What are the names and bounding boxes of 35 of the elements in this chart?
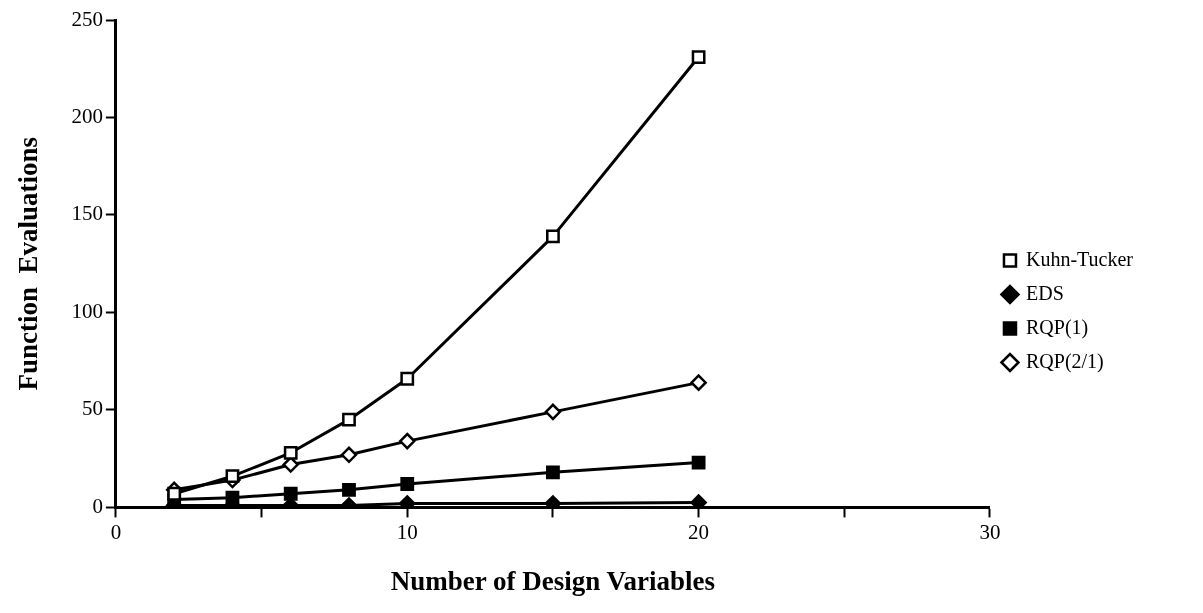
point [690, 494, 707, 508]
legend-label: RQP(1) [1025, 315, 1089, 339]
point [690, 374, 707, 391]
point [283, 445, 298, 460]
x-tick-label: 20 [688, 519, 710, 544]
x-tick-label: 30 [979, 519, 1001, 544]
legend-label: Kuhn-Tucker [1025, 247, 1134, 270]
point [399, 495, 416, 508]
point [400, 477, 415, 491]
point [283, 486, 298, 501]
y-tick-label: 150 [71, 201, 103, 226]
point [340, 446, 358, 464]
point [691, 50, 706, 64]
x-tick-label: 0 [110, 519, 122, 544]
point [691, 455, 706, 470]
point [399, 432, 416, 450]
point [400, 371, 415, 386]
y-tick-label: 0 [92, 493, 103, 518]
y-tick-label: 100 [71, 298, 103, 323]
legend-label: EDS [1025, 281, 1064, 304]
y-axis-title: Function Evaluations [13, 136, 44, 391]
y-tick-label: 50 [81, 396, 103, 421]
point [544, 403, 562, 421]
point [167, 486, 182, 501]
point [546, 465, 560, 480]
legend-label: RQP(2/1) [1025, 349, 1104, 373]
point [342, 412, 356, 427]
point [546, 229, 560, 244]
x-axis-title: Number of Design Variables [390, 565, 716, 596]
x-tick-label: 10 [396, 519, 418, 544]
y-tick-label: 250 [71, 6, 103, 31]
y-tick-label: 200 [71, 104, 103, 128]
point [225, 469, 240, 484]
point [342, 482, 356, 497]
point [544, 495, 562, 508]
